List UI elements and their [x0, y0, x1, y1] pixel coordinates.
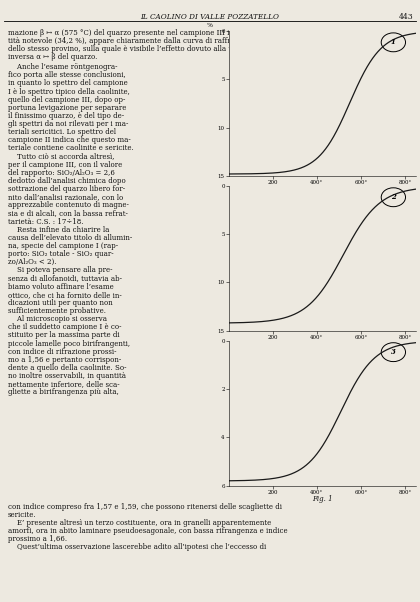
Text: del rapporto: SiO₂/Al₂O₃ = 2,6: del rapporto: SiO₂/Al₂O₃ = 2,6 [8, 169, 114, 177]
Text: prossimo a 1,66.: prossimo a 1,66. [8, 535, 67, 543]
Text: fico porta alle stesse conclusioni,: fico porta alle stesse conclusioni, [8, 71, 125, 79]
Text: ottico, che ci ha fornito delle in-: ottico, che ci ha fornito delle in- [8, 291, 121, 299]
Text: teriali sericitici. Lo spettro del: teriali sericitici. Lo spettro del [8, 128, 116, 136]
Text: Si poteva pensare alla pre-: Si poteva pensare alla pre- [8, 267, 112, 275]
Text: teriale contiene caolinite e sericite.: teriale contiene caolinite e sericite. [8, 144, 133, 152]
Text: mo a 1,56 e pertanto corrispon-: mo a 1,56 e pertanto corrispon- [8, 356, 121, 364]
Text: mazione β ↦ α (575 °C) del quarzo presente nel campione III in quan-: mazione β ↦ α (575 °C) del quarzo presen… [8, 29, 256, 37]
Text: Tutto ciò si accorda altresì,: Tutto ciò si accorda altresì, [8, 153, 114, 161]
Text: %: % [207, 23, 213, 28]
Text: porto: SiO₂ totale - SiO₂ quar-: porto: SiO₂ totale - SiO₂ quar- [8, 250, 113, 258]
Text: Al microscopio si osserva: Al microscopio si osserva [8, 315, 107, 323]
Text: che il suddetto campione I è co-: che il suddetto campione I è co- [8, 323, 121, 331]
Text: no inoltre osservabili, in quantità: no inoltre osservabili, in quantità [8, 372, 126, 380]
Text: sottrazione del quarzo libero for-: sottrazione del quarzo libero for- [8, 185, 125, 193]
Text: nettamente inferiore, delle sca-: nettamente inferiore, delle sca- [8, 380, 119, 388]
Text: con indice compreso fra 1,57 e 1,59, che possono ritenersi delle scagliette di: con indice compreso fra 1,57 e 1,59, che… [8, 503, 281, 510]
Text: tità notevole (34,2 %), appare chiaramente dalla curva di raffreddamento: tità notevole (34,2 %), appare chiaramen… [8, 37, 270, 45]
Text: biamo voluto affinare l’esame: biamo voluto affinare l’esame [8, 283, 113, 291]
Text: dello stesso provino, sulla quale è visibile l’effetto dovuto alla trasformazion: dello stesso provino, sulla quale è visi… [8, 45, 282, 53]
Text: campione II indica che questo ma-: campione II indica che questo ma- [8, 137, 130, 144]
Text: in quanto lo spettro del campione: in quanto lo spettro del campione [8, 79, 127, 87]
Text: inversa α ↦ β del quarzo.: inversa α ↦ β del quarzo. [8, 54, 97, 61]
Text: quello del campione III, dopo op-: quello del campione III, dopo op- [8, 96, 125, 104]
Text: IL CAOLINO DI VALLE POZZATELLO: IL CAOLINO DI VALLE POZZATELLO [141, 13, 279, 21]
Text: sia e di alcali, con la bassa refrat-: sia e di alcali, con la bassa refrat- [8, 209, 127, 217]
Text: Quest’ultima osservazione lascerebbe adito all’ipotesi che l’eccesso di: Quest’ultima osservazione lascerebbe adi… [8, 543, 266, 551]
Text: 1: 1 [391, 39, 396, 46]
Text: gliette a birifrangenza più alta,: gliette a birifrangenza più alta, [8, 388, 118, 396]
Text: dedotto dall’analisi chimica dopo: dedotto dall’analisi chimica dopo [8, 177, 125, 185]
Text: I è lo spettro tipico della caolinite,: I è lo spettro tipico della caolinite, [8, 87, 129, 96]
Text: tarietà: C.S. : 17÷18.: tarietà: C.S. : 17÷18. [8, 218, 83, 226]
Text: gli spettri da noi rilevati per i ma-: gli spettri da noi rilevati per i ma- [8, 120, 128, 128]
Text: nito dall’analisi razionale, con lo: nito dall’analisi razionale, con lo [8, 193, 123, 201]
Text: sufficientemente probative.: sufficientemente probative. [8, 307, 105, 315]
Text: Resta infine da chiarire la: Resta infine da chiarire la [8, 226, 109, 234]
Text: amorfi, ora in abito laminare pseudoesagonale, con bassa rifrangenza e indice: amorfi, ora in abito laminare pseudoesag… [8, 527, 287, 535]
Text: dente a quello della caolinite. So-: dente a quello della caolinite. So- [8, 364, 126, 372]
Text: zo/Al₂O₃ < 2).: zo/Al₂O₃ < 2). [8, 258, 56, 266]
Text: il finissimo quarzo, è del tipo de-: il finissimo quarzo, è del tipo de- [8, 112, 123, 120]
Text: sericite.: sericite. [8, 510, 36, 519]
Text: piccole lamelle poco birifrangenti,: piccole lamelle poco birifrangenti, [8, 340, 130, 347]
Text: E’ presente altresì un terzo costituente, ora in granelli apparentemente: E’ presente altresì un terzo costituente… [8, 519, 271, 527]
Text: apprezzabile contenuto di magne-: apprezzabile contenuto di magne- [8, 202, 129, 209]
Text: dicazioni utili per quanto non: dicazioni utili per quanto non [8, 299, 112, 307]
Text: senza di allofanoidi, tuttavia ab-: senza di allofanoidi, tuttavia ab- [8, 275, 121, 282]
Text: na, specie del campione I (rap-: na, specie del campione I (rap- [8, 242, 118, 250]
Text: con indice di rifrazione prossi-: con indice di rifrazione prossi- [8, 348, 116, 356]
Text: 3: 3 [391, 348, 396, 356]
Text: Anche l’esame röntgenogra-: Anche l’esame röntgenogra- [8, 63, 117, 71]
Text: per il campione III, con il valore: per il campione III, con il valore [8, 161, 122, 169]
Text: causa dell’elevato titolo di allumin-: causa dell’elevato titolo di allumin- [8, 234, 132, 242]
Text: stituito per la massima parte di: stituito per la massima parte di [8, 332, 119, 340]
Text: 443: 443 [399, 13, 414, 21]
Text: Fig. 1: Fig. 1 [312, 495, 333, 503]
Text: 2: 2 [391, 193, 396, 201]
Text: portuna levigazione per separare: portuna levigazione per separare [8, 104, 126, 112]
